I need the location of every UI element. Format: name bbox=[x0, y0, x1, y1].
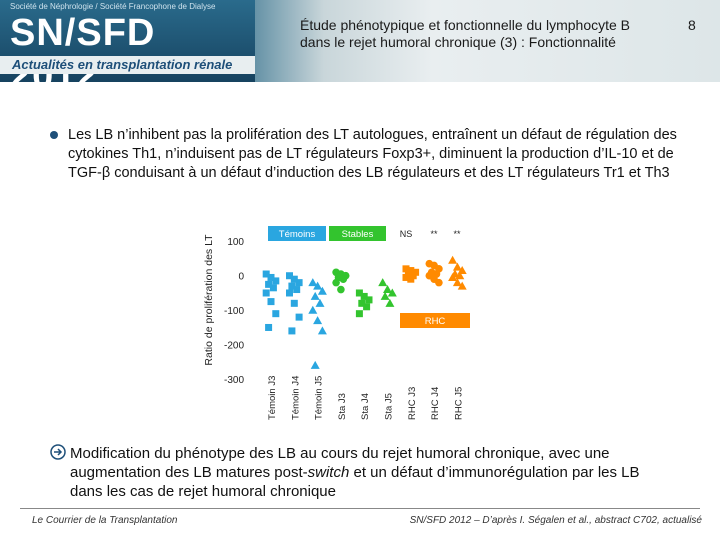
group-label: Stables bbox=[342, 229, 374, 240]
x-tick-label: RHC J3 bbox=[407, 387, 418, 420]
point bbox=[402, 265, 410, 273]
x-tick-label: Sta J3 bbox=[337, 393, 348, 420]
point bbox=[363, 303, 371, 311]
point bbox=[355, 289, 363, 297]
group-label: RHC bbox=[425, 316, 446, 327]
x-tick-label: Sta J5 bbox=[384, 393, 395, 420]
x-tick-label: Témoin J3 bbox=[267, 376, 278, 420]
x-tick-label: RHC J4 bbox=[430, 387, 441, 420]
point bbox=[455, 271, 465, 280]
point bbox=[383, 285, 392, 294]
conclusion-text: et un défaut d’immunorégulation par les … bbox=[70, 464, 640, 500]
point bbox=[295, 279, 303, 287]
x-tick-label: RHC J5 bbox=[453, 387, 464, 420]
point bbox=[337, 285, 345, 294]
point bbox=[288, 327, 296, 335]
annotation: ** bbox=[453, 229, 461, 239]
y-tick-label: -100 bbox=[224, 306, 244, 317]
point bbox=[272, 310, 280, 318]
group-box bbox=[268, 226, 326, 241]
point bbox=[435, 278, 443, 287]
point bbox=[293, 286, 301, 294]
logo: Société de Néphrologie / Société Francop… bbox=[0, 0, 255, 97]
point bbox=[262, 289, 270, 297]
footer-right: SN/SFD 2012 – D’après I. Ségalen et al.,… bbox=[409, 515, 702, 526]
point bbox=[290, 275, 298, 283]
point bbox=[457, 281, 467, 290]
annotation: ** bbox=[430, 229, 438, 239]
conclusion-text: Modification du phénotype des LB au cour… bbox=[70, 445, 610, 481]
point bbox=[452, 262, 462, 271]
point bbox=[387, 288, 397, 297]
point bbox=[288, 282, 296, 290]
point bbox=[286, 289, 293, 297]
point bbox=[452, 278, 462, 287]
group-box bbox=[329, 226, 386, 241]
y-tick-label: 0 bbox=[238, 272, 244, 283]
slide-title: Étude phénotypique et fonctionnelle du l… bbox=[300, 17, 631, 50]
point bbox=[269, 284, 277, 292]
society: Société de Néphrologie / Société Francop… bbox=[10, 2, 216, 11]
point bbox=[317, 326, 327, 335]
point bbox=[265, 323, 273, 331]
brand-subtitle: Actualités en transplantation rénale bbox=[0, 56, 255, 74]
brand: SN/SFD 2012 bbox=[10, 12, 156, 97]
annotation: NS bbox=[400, 229, 413, 239]
point bbox=[290, 299, 298, 307]
point bbox=[407, 275, 415, 283]
point bbox=[378, 278, 388, 287]
point bbox=[448, 272, 458, 281]
point bbox=[355, 310, 363, 318]
point bbox=[448, 255, 458, 264]
y-tick-label: 100 bbox=[227, 237, 244, 248]
group-box bbox=[400, 313, 470, 328]
point bbox=[267, 273, 275, 281]
conclusion: Modification du phénotype des LB au cour… bbox=[70, 444, 670, 501]
point bbox=[308, 278, 318, 287]
bullet-dot bbox=[50, 131, 58, 139]
point bbox=[313, 281, 323, 290]
point bbox=[267, 298, 275, 306]
x-tick-label: Sta J4 bbox=[360, 393, 371, 420]
point bbox=[286, 272, 293, 280]
bullet-text: Les LB n’inhibent pas la prolifération d… bbox=[68, 127, 677, 181]
x-tick-label: Témoin J5 bbox=[314, 376, 325, 420]
footer-rule bbox=[20, 508, 700, 509]
conclusion-italic: switch bbox=[307, 464, 350, 481]
point bbox=[339, 275, 348, 283]
point bbox=[317, 286, 327, 295]
point bbox=[272, 277, 280, 285]
point bbox=[358, 299, 366, 307]
point bbox=[315, 298, 325, 307]
point bbox=[310, 360, 320, 369]
arrow-icon bbox=[50, 444, 66, 460]
page-number: 8 bbox=[688, 17, 696, 33]
point bbox=[380, 291, 390, 300]
point bbox=[365, 296, 373, 304]
point bbox=[402, 273, 410, 281]
point bbox=[308, 305, 318, 314]
y-tick-label: -300 bbox=[224, 375, 244, 386]
point bbox=[360, 292, 368, 300]
point bbox=[313, 316, 323, 325]
group-label: Témoins bbox=[279, 229, 316, 240]
x-tick-label: Témoin J4 bbox=[290, 376, 301, 420]
point bbox=[385, 298, 395, 307]
point bbox=[332, 278, 340, 287]
footer-left: Le Courrier de la Transplantation bbox=[32, 515, 178, 526]
y-axis-title: Ratio de prolifération des LT bbox=[203, 234, 215, 366]
y-tick-label: -200 bbox=[224, 341, 244, 352]
point bbox=[265, 280, 273, 288]
point bbox=[295, 313, 303, 321]
point bbox=[310, 291, 320, 300]
point bbox=[262, 270, 270, 278]
